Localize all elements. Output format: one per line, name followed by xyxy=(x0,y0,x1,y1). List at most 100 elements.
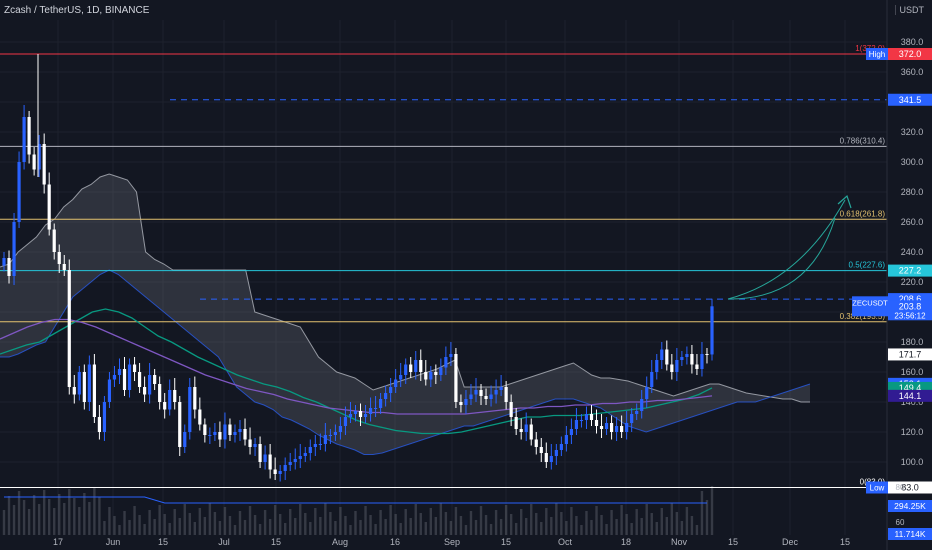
volume-bar xyxy=(640,518,643,535)
candle-body xyxy=(378,399,383,408)
volume-bar xyxy=(7,496,11,535)
candle-body xyxy=(353,411,358,414)
volume-bar xyxy=(364,506,367,535)
price-tag: 372.0 xyxy=(899,49,922,59)
volume-bar xyxy=(329,512,332,535)
candle-body xyxy=(62,264,66,270)
candle-body xyxy=(148,375,152,395)
candle-body xyxy=(625,423,629,432)
price-tick: 220.0 xyxy=(901,277,924,287)
price-tag: 227.2 xyxy=(899,266,922,276)
candle-body xyxy=(429,372,433,380)
volume-bar xyxy=(570,507,573,535)
candle-body xyxy=(258,444,262,462)
time-tick: 16 xyxy=(390,537,400,547)
candle-body xyxy=(534,439,538,447)
candle-body xyxy=(544,453,548,462)
volume-bar xyxy=(118,525,121,535)
volume-tick: 80 xyxy=(896,483,905,492)
candle-body xyxy=(409,364,413,372)
volume-bar xyxy=(183,504,186,535)
volume-bar xyxy=(409,518,412,535)
candle-body xyxy=(700,354,704,369)
candle-body xyxy=(569,429,574,435)
symbol-tag-bg xyxy=(852,296,888,317)
price-tick: 180.0 xyxy=(901,337,924,347)
candle-body xyxy=(223,424,227,440)
price-tag: 149.4 xyxy=(899,383,922,393)
price-tick: 100.0 xyxy=(901,457,924,467)
projection-arrow-upper xyxy=(727,199,846,300)
candle-body xyxy=(173,390,177,402)
volume-bar xyxy=(138,515,141,535)
volume-bar xyxy=(374,524,377,535)
price-tick: 160.0 xyxy=(901,367,924,377)
volume-bar xyxy=(489,524,493,535)
volume-bar xyxy=(98,497,101,535)
price-axis[interactable]: 380.0360.0340.0320.0300.0280.0260.0240.0… xyxy=(852,0,932,550)
candle-body xyxy=(127,364,132,390)
volume-bar xyxy=(27,509,31,535)
candle-body xyxy=(665,349,669,365)
volume-bar xyxy=(263,510,267,535)
candle-body xyxy=(519,429,523,432)
volume-bar xyxy=(268,519,272,535)
volume-bar xyxy=(700,491,704,535)
time-tick: 15 xyxy=(158,537,168,547)
volume-bar xyxy=(429,508,433,535)
price-tick: 300.0 xyxy=(901,157,924,167)
countdown-tag: 23:56:12 xyxy=(894,311,926,320)
candle-body xyxy=(218,432,222,440)
cloud-span-a xyxy=(0,173,810,403)
candle-body xyxy=(7,258,11,276)
volume-bar xyxy=(369,515,372,535)
candle-body xyxy=(67,270,71,387)
time-tick: Jul xyxy=(218,537,230,547)
volume-tag: 294.25K xyxy=(894,501,926,511)
candle-body xyxy=(524,424,528,432)
candle-body xyxy=(424,372,428,380)
volume-bar xyxy=(670,503,674,535)
candle-body xyxy=(142,387,147,395)
volume-bars xyxy=(2,486,714,535)
candle-body xyxy=(509,402,513,417)
volume-bar xyxy=(68,489,71,535)
price-tag-bg xyxy=(888,264,932,277)
time-tick: 15 xyxy=(840,537,850,547)
volume-bar xyxy=(218,521,222,535)
volume-bar xyxy=(188,513,191,535)
volume-bar xyxy=(595,506,598,535)
cloud-span-b xyxy=(0,269,811,455)
candle-body xyxy=(158,384,162,402)
volume-bar xyxy=(630,523,633,535)
candle-body xyxy=(444,357,448,368)
candle-body xyxy=(604,423,609,429)
volume-bar xyxy=(83,493,86,535)
level-label: 0.786(310.4) xyxy=(840,136,886,145)
candle-body xyxy=(394,379,398,387)
volume-bar xyxy=(474,520,478,535)
volume-bar xyxy=(78,507,81,535)
volume-bar xyxy=(163,514,166,535)
time-axis[interactable]: 17 Jun 15 Jul 15 Aug 16 Sep 15 Oct 18 Nov 15 Dec 15 xyxy=(53,537,850,547)
volume-bar xyxy=(103,521,106,535)
volume-bar xyxy=(354,511,357,535)
candle-body xyxy=(695,364,699,369)
candle-body xyxy=(132,364,137,372)
currency-label[interactable]: USDT xyxy=(894,5,924,15)
volume-bar xyxy=(309,522,312,535)
volume-bar xyxy=(394,514,397,535)
volume-bar xyxy=(509,514,513,535)
price-tag-bg xyxy=(888,48,932,60)
cloud-area xyxy=(0,174,810,455)
volume-bar xyxy=(319,517,322,535)
price-tag-bg xyxy=(888,481,932,494)
candle-body xyxy=(213,432,217,435)
volume-bar xyxy=(615,519,618,535)
candle-body xyxy=(243,429,247,440)
candle-body xyxy=(434,372,438,375)
candle-body xyxy=(168,390,172,410)
volume-bar xyxy=(545,508,548,535)
